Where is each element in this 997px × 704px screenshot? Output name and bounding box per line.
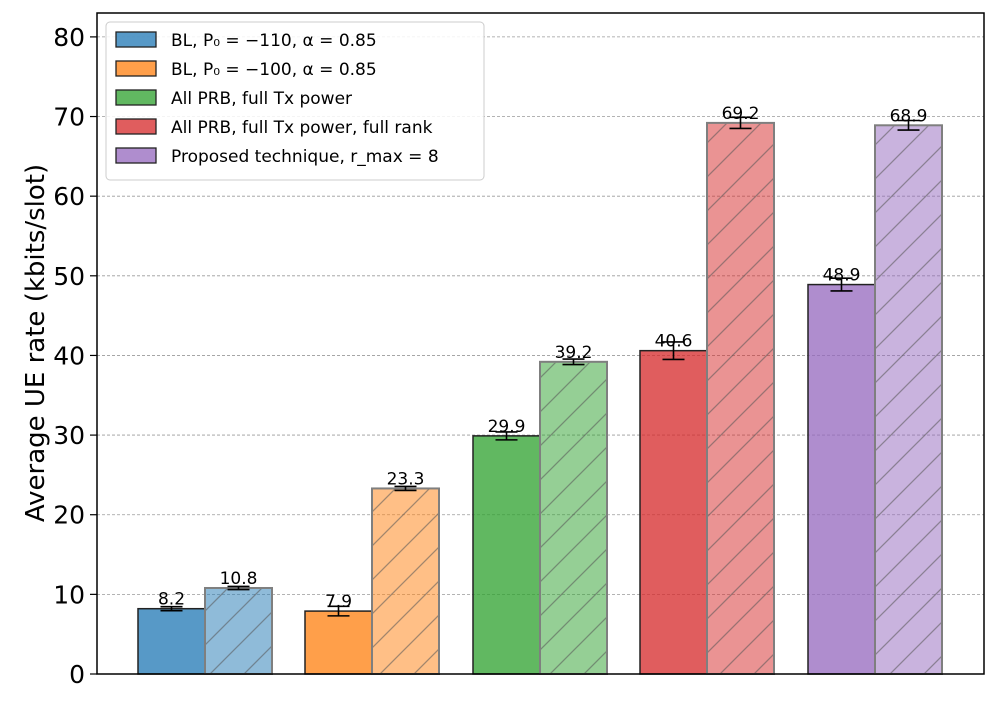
y-tick-label: 10 <box>53 580 85 609</box>
legend-label: BL, P₀ = −110, α = 0.85 <box>171 31 377 51</box>
error-bar <box>160 605 183 612</box>
bars <box>137 116 943 676</box>
data-label: 7.9 <box>325 592 352 612</box>
data-label: 10.8 <box>220 569 258 589</box>
error-bar <box>897 119 920 131</box>
error-bar <box>562 358 585 366</box>
y-tick-label: 30 <box>53 421 85 450</box>
legend-swatch <box>115 147 157 164</box>
data-label: 23.3 <box>387 469 425 489</box>
error-bar <box>227 585 250 591</box>
legend-label: BL, P₀ = −100, α = 0.85 <box>171 60 377 80</box>
y-tick-label: 80 <box>53 23 85 52</box>
error-bar <box>495 431 518 441</box>
error-bar <box>327 605 350 617</box>
axes: Average UE rate (kbits/slot) 0 10 20 30 40 50… <box>21 12 985 689</box>
y-tick-label: 50 <box>53 262 85 291</box>
legend-box <box>105 21 485 181</box>
y-tick-label: 60 <box>53 182 85 211</box>
data-label: 8.2 <box>158 590 185 610</box>
legend-label: Proposed technique, r_max = 8 <box>171 147 439 167</box>
data-label: 48.9 <box>823 266 861 286</box>
legend-swatch <box>115 118 157 135</box>
bar-hatch-fill <box>373 489 438 673</box>
bar <box>137 607 206 675</box>
bar <box>807 283 876 675</box>
data-label: 39.2 <box>555 343 593 363</box>
bar <box>304 610 373 675</box>
data-label: 69.2 <box>722 104 760 124</box>
y-tick-label: 40 <box>53 341 85 370</box>
legend-swatch <box>115 31 157 48</box>
bar <box>472 435 541 675</box>
data-label: 68.9 <box>890 106 928 126</box>
data-label: 29.9 <box>488 417 526 437</box>
error-bar <box>729 116 752 130</box>
bar <box>639 349 708 675</box>
plot-frame <box>96 12 985 675</box>
bar-hatch-fill <box>876 126 941 674</box>
bar-hatch-fill <box>541 362 606 673</box>
y-tick-label: 0 <box>69 660 85 689</box>
bar-hatch-fill <box>708 123 773 674</box>
bar-hatch-fill <box>206 588 271 673</box>
y-axis-label: Average UE rate (kbits/slot) <box>21 164 51 522</box>
data-label: 40.6 <box>655 332 693 352</box>
legend-label: All PRB, full Tx power <box>171 89 352 109</box>
error-bar <box>662 341 685 361</box>
error-bar <box>830 277 853 292</box>
error-bar <box>394 485 417 492</box>
legend-swatch <box>115 89 157 106</box>
y-tick-label: 20 <box>53 501 85 530</box>
y-tick-label: 70 <box>53 103 85 132</box>
legend-label: All PRB, full Tx power, full rank <box>171 118 433 138</box>
legend-swatch <box>115 60 157 77</box>
legend: BL, P₀ = −110, α = 0.85 BL, P₀ = −100, α … <box>105 21 485 181</box>
data-labels: 8.2 10.8 7.9 23.3 29.9 39.2 40.6 69.2 48.9 68.9 <box>158 104 927 612</box>
